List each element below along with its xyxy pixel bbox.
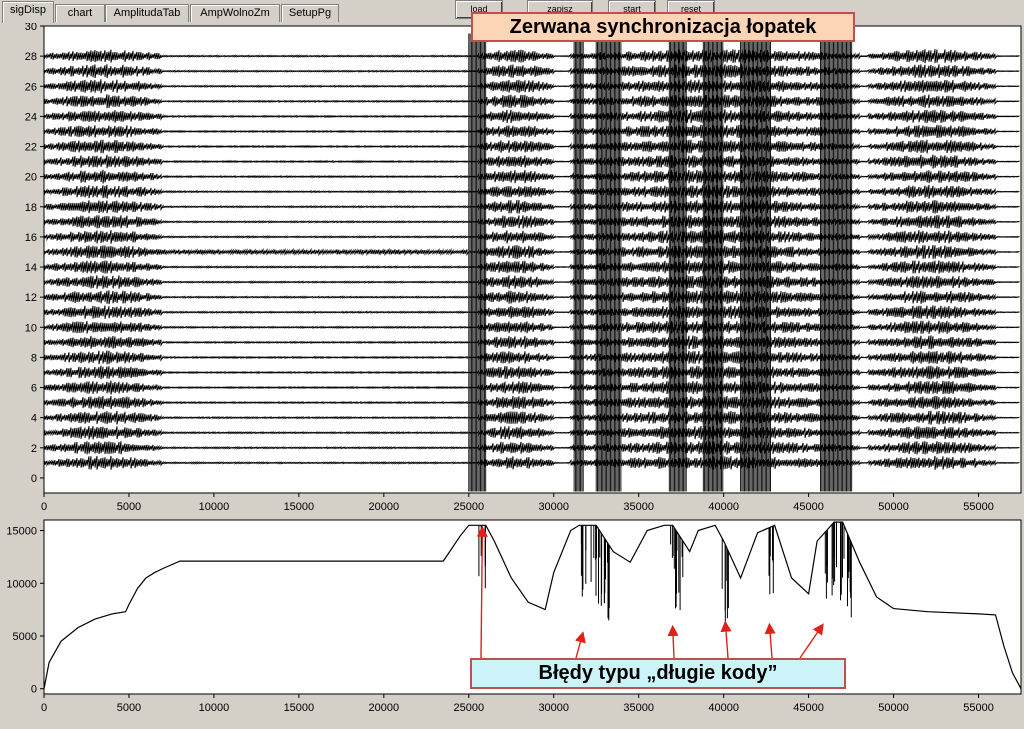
signal-trace bbox=[44, 79, 1020, 94]
x-tick-label: 35000 bbox=[623, 501, 654, 513]
signal-traces-chart: 0 5000 10000 15000 20000 25000 30000 35000 40000… bbox=[25, 21, 1022, 513]
annotation-arrow bbox=[476, 525, 488, 659]
y-tick-label: 28 bbox=[25, 51, 37, 63]
annotation-arrow bbox=[799, 623, 824, 659]
bottom-axes: 0 5000 10000 15000 20000 25000 30000 35000 40000… bbox=[6, 526, 993, 714]
signal-trace bbox=[44, 440, 1020, 455]
signal-trace bbox=[44, 260, 1020, 274]
x-tick-label: 25000 bbox=[453, 501, 484, 513]
y-tick-label: 0 bbox=[31, 684, 37, 696]
x-tick-label: 50000 bbox=[878, 501, 909, 513]
signal-trace bbox=[44, 290, 1020, 305]
annotation-arrow bbox=[667, 624, 679, 659]
signal-trace bbox=[44, 169, 1020, 184]
y-tick-label: 26 bbox=[25, 81, 37, 93]
x-tick-label: 15000 bbox=[284, 501, 315, 513]
sync-loss-annotation: Zerwana synchronizacja łopatek bbox=[471, 12, 855, 42]
x-tick-label: 20000 bbox=[369, 702, 400, 714]
tab-ampwolnozm[interactable]: AmpWolnoZm bbox=[190, 4, 280, 22]
y-tick-label: 16 bbox=[25, 232, 37, 244]
signal-trace bbox=[44, 184, 1020, 199]
x-tick-label: 45000 bbox=[793, 702, 824, 714]
signal-trace bbox=[44, 124, 1020, 139]
tab-amplitudatab[interactable]: AmplitudaTab bbox=[105, 4, 189, 22]
x-tick-label: 45000 bbox=[793, 501, 824, 513]
long-codes-annotation: Błędy typu „długie kody” bbox=[470, 658, 846, 689]
annotation-arrow bbox=[574, 631, 586, 659]
signal-trace bbox=[44, 365, 1020, 380]
signal-trace bbox=[44, 229, 1020, 244]
tab-sigdisp[interactable]: sigDisp bbox=[2, 1, 54, 23]
signal-trace bbox=[44, 109, 1020, 124]
y-tick-label: 30 bbox=[25, 21, 37, 33]
x-tick-label: 40000 bbox=[708, 702, 739, 714]
x-tick-label: 0 bbox=[41, 702, 47, 714]
x-tick-label: 40000 bbox=[708, 501, 739, 513]
signal-trace bbox=[44, 395, 1020, 410]
x-tick-label: 5000 bbox=[117, 501, 141, 513]
x-tick-label: 30000 bbox=[538, 501, 569, 513]
x-tick-label: 30000 bbox=[538, 702, 569, 714]
y-tick-label: 20 bbox=[25, 172, 37, 184]
y-tick-label: 10 bbox=[25, 322, 37, 334]
signal-trace bbox=[44, 305, 1020, 320]
signal-trace bbox=[44, 410, 1020, 425]
y-tick-label: 18 bbox=[25, 202, 37, 214]
y-tick-label: 8 bbox=[31, 352, 37, 364]
signal-trace bbox=[44, 335, 1020, 350]
x-tick-label: 55000 bbox=[963, 702, 994, 714]
x-tick-label: 0 bbox=[41, 501, 47, 513]
signal-trace bbox=[44, 139, 1020, 154]
x-tick-label: 5000 bbox=[117, 702, 141, 714]
top-plot-area bbox=[43, 25, 1022, 494]
signal-traces bbox=[44, 33, 1020, 492]
tab-setuppg[interactable]: SetupPg bbox=[281, 4, 339, 22]
annotation-arrows bbox=[476, 525, 824, 659]
signal-trace bbox=[44, 455, 1020, 470]
x-tick-label: 55000 bbox=[963, 501, 994, 513]
signal-trace bbox=[44, 275, 1020, 289]
y-tick-label: 6 bbox=[31, 383, 37, 395]
y-tick-label: 0 bbox=[31, 473, 37, 485]
annotation-arrow bbox=[720, 620, 732, 659]
annotation-arrow bbox=[764, 622, 776, 659]
y-tick-label: 12 bbox=[25, 292, 37, 304]
y-tick-label: 14 bbox=[25, 262, 37, 274]
signal-trace bbox=[44, 199, 1020, 214]
tab-chart[interactable]: chart bbox=[55, 4, 105, 22]
signal-trace bbox=[44, 245, 1020, 259]
x-tick-label: 10000 bbox=[199, 702, 230, 714]
top-axes: 0 5000 10000 15000 20000 25000 30000 35000 40000… bbox=[25, 21, 994, 513]
y-tick-label: 15000 bbox=[6, 526, 37, 538]
signal-trace bbox=[44, 94, 1020, 109]
envelope-series bbox=[43, 521, 1022, 689]
signal-trace bbox=[44, 425, 1020, 440]
signal-trace bbox=[44, 49, 1020, 64]
signal-trace bbox=[44, 215, 1020, 229]
signal-trace bbox=[44, 320, 1020, 334]
signal-trace bbox=[44, 154, 1020, 169]
x-tick-label: 50000 bbox=[878, 702, 909, 714]
y-tick-label: 22 bbox=[25, 142, 37, 154]
x-tick-label: 35000 bbox=[623, 702, 654, 714]
y-tick-label: 5000 bbox=[13, 631, 37, 643]
signal-trace bbox=[44, 64, 1020, 79]
y-tick-label: 4 bbox=[31, 413, 37, 425]
signal-trace bbox=[44, 380, 1020, 395]
y-tick-label: 24 bbox=[25, 111, 37, 123]
y-tick-label: 10000 bbox=[6, 578, 37, 590]
signal-trace bbox=[44, 350, 1020, 365]
x-tick-label: 25000 bbox=[453, 702, 484, 714]
x-tick-label: 20000 bbox=[369, 501, 400, 513]
y-tick-label: 2 bbox=[31, 443, 37, 455]
x-tick-label: 15000 bbox=[284, 702, 315, 714]
tab-strip: sigDisp chart AmplitudaTab AmpWolnoZm Se… bbox=[0, 0, 1024, 23]
x-tick-label: 10000 bbox=[199, 501, 230, 513]
